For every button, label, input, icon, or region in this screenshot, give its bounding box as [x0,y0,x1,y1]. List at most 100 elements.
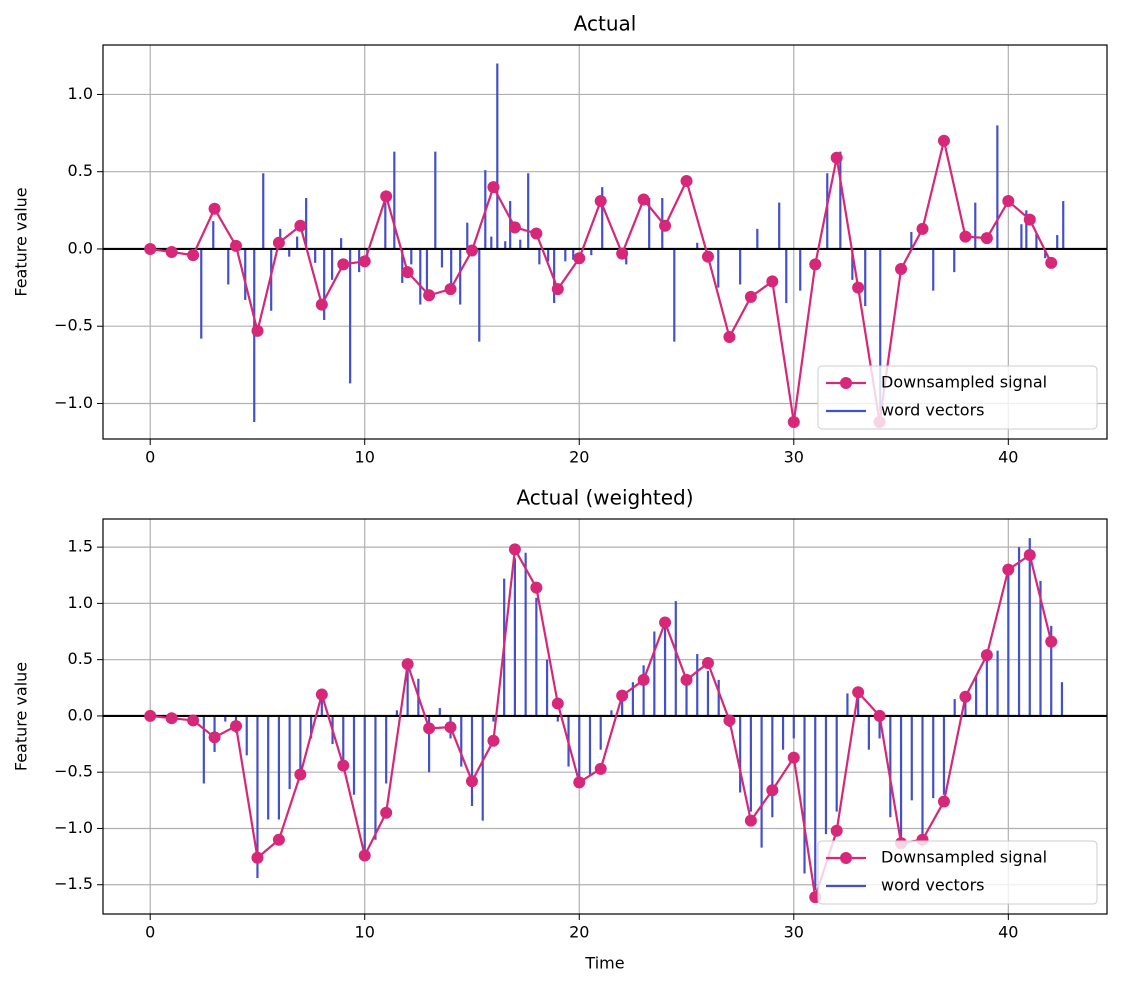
signal-marker [401,658,414,671]
signal-marker [230,239,243,252]
x-tick-label: 40 [998,923,1018,942]
signal-marker [594,762,607,775]
legend: Downsampled signal word vectors [817,840,1098,905]
signal-marker [1045,635,1058,648]
x-tick-label: 0 [145,448,155,467]
y-axis-label: Feature value [12,662,31,771]
signal-marker [1002,195,1015,208]
signal-marker [144,709,157,722]
signal-marker [165,712,178,725]
signal-marker [358,849,371,862]
signal-marker [723,714,736,727]
signal-marker [959,230,972,243]
signal-marker [337,258,350,271]
signal-marker [701,250,714,263]
x-tick-label: 10 [355,923,375,942]
signal-marker [423,722,436,735]
signal-marker [551,283,564,296]
signal-marker [530,227,543,240]
legend-marker [840,377,852,389]
axes-frame [102,518,1108,915]
signal-marker [444,283,457,296]
signal-marker [659,616,672,629]
signal-marker [508,543,521,556]
signal-marker [830,151,843,164]
signal-marker [594,195,607,208]
signal-marker [251,851,264,864]
x-tick-label: 20 [569,448,589,467]
signal-marker [916,222,929,235]
signal-marker [337,759,350,772]
legend-box [817,365,1098,430]
y-tick-label: 0.0 [68,238,93,257]
signal-marker [787,751,800,764]
signal-marker [959,690,972,703]
signal-marker [144,242,157,255]
y-tick-label: 0.5 [68,161,93,180]
signal-marker [852,686,865,699]
x-tick-label: 30 [784,448,804,467]
signal-marker [980,232,993,245]
legend-box [817,840,1098,905]
signal-marker [487,181,500,194]
y-tick-label: −0.5 [54,316,93,335]
signal-marker [315,688,328,701]
axes: 0 10 20 30 40 −1.0 −0.5 0.0 0.5 1.0 Actual Feature … [12,12,1108,467]
signal-marker [401,266,414,279]
signal-marker [573,252,586,265]
signal-marker [465,244,478,257]
signal-marker [1023,549,1036,562]
signal-marker [616,689,629,702]
legend: Downsampled signal word vectors [817,365,1098,430]
signal-marker [680,174,693,187]
signal-marker [1002,563,1015,576]
y-tick-label: −0.5 [54,762,93,781]
signal-marker [444,721,457,734]
signal-marker [744,290,757,303]
legend-label: Downsampled signal [881,373,1047,392]
axes: 0 10 20 30 40 −1.5 −1.0 −0.5 0.0 0.5 1.0 1.5 Actual … [12,486,1108,973]
signal-marker [637,193,650,206]
legend-label: Downsampled signal [881,848,1047,867]
legend-marker [840,852,852,864]
signal-marker [508,221,521,234]
signal-marker [358,255,371,268]
signal-marker [895,263,908,276]
signal-marker [809,258,822,271]
legend-label: word vectors [881,401,985,420]
signal-marker [1023,213,1036,226]
signal-marker [980,649,993,662]
signal-marker [680,673,693,686]
signal-marker [830,824,843,837]
signal-marker [208,202,221,215]
y-tick-label: 0.5 [68,649,93,668]
signal-marker [1045,256,1058,269]
signal-marker [423,289,436,302]
y-tick-label: 1.0 [68,593,93,612]
signal-marker [937,795,950,808]
signal-marker [294,219,307,232]
signal-marker [787,416,800,429]
signal-marker [766,784,779,797]
signal-marker [766,275,779,288]
signal-marker [187,249,200,262]
signal-marker [659,219,672,232]
signal-marker [852,281,865,294]
signal-marker [873,709,886,722]
y-axis-label: Feature value [12,187,31,296]
signal-marker [230,720,243,733]
signal-marker [165,246,178,259]
x-tick-label: 0 [145,923,155,942]
axes-frame [102,44,1108,440]
y-tick-label: 0.0 [68,705,93,724]
y-tick-label: 1.5 [68,537,93,556]
signal-marker [272,236,285,249]
signal-marker [551,697,564,710]
signal-marker [701,657,714,670]
signal-marker [937,134,950,147]
y-tick-label: −1.5 [54,874,93,893]
x-axis-label: Time [584,954,624,973]
signal-marker [573,776,586,789]
signal-marker [315,298,328,311]
signal-marker [530,581,543,594]
